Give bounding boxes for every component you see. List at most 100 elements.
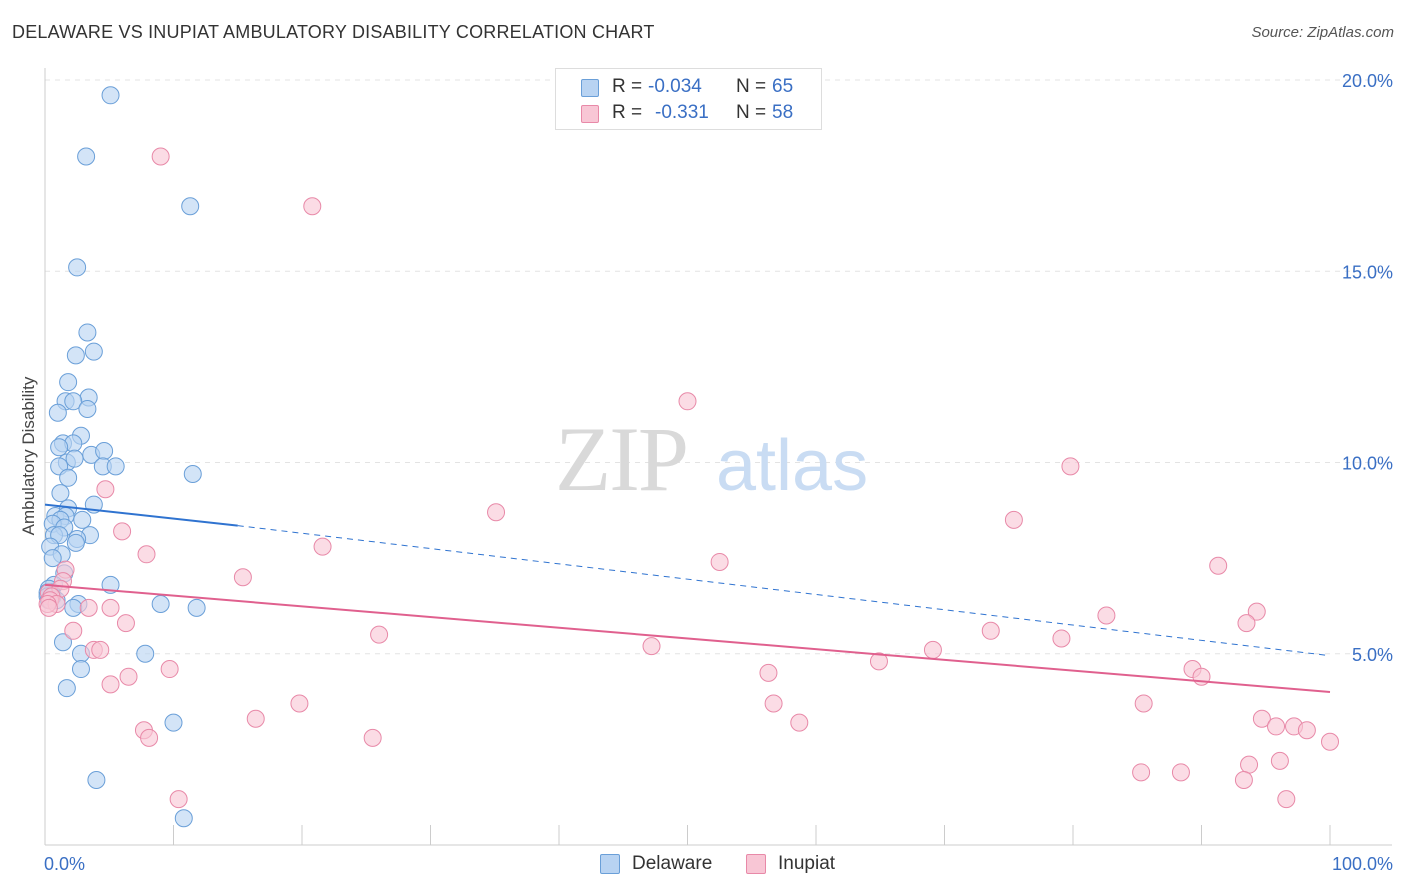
- inupiat-point: [1097, 606, 1116, 625]
- delaware-point: [50, 438, 69, 457]
- chart-title: DELAWARE VS INUPIAT AMBULATORY DISABILIT…: [12, 22, 655, 42]
- inupiat-point: [169, 790, 188, 809]
- inupiat-point: [790, 713, 809, 732]
- legend-r-value: -0.331: [655, 102, 709, 123]
- legend-r-label: R =: [612, 102, 643, 123]
- delaware-point: [77, 147, 96, 166]
- delaware-point: [101, 86, 120, 105]
- inupiat-point: [981, 621, 1000, 640]
- delaware-point: [181, 197, 200, 216]
- inupiat-point: [1321, 732, 1339, 751]
- delaware-point: [64, 392, 83, 411]
- delaware-point: [59, 468, 78, 487]
- inupiat-trendline: [44, 583, 1331, 693]
- inupiat-point: [119, 667, 138, 686]
- inupiat-point: [363, 728, 382, 747]
- inupiat-point: [1132, 763, 1151, 782]
- inupiat-point: [1247, 602, 1266, 621]
- inupiat-point: [113, 522, 132, 541]
- delaware-point: [87, 770, 106, 789]
- delaware-point: [43, 549, 62, 568]
- source-label: Source: ZipAtlas.com: [1251, 24, 1394, 41]
- delaware-point: [174, 809, 193, 828]
- inupiat-point: [1240, 755, 1259, 774]
- inupiat-point: [91, 640, 110, 659]
- delaware-point: [84, 342, 103, 361]
- inupiat-point: [1052, 629, 1071, 648]
- inupiat-point: [869, 652, 888, 671]
- inupiat-point: [678, 392, 697, 411]
- inupiat-point: [160, 660, 179, 679]
- inupiat-point: [1134, 694, 1153, 713]
- inupiat-points: [38, 147, 1339, 809]
- inupiat-point: [370, 625, 389, 644]
- delaware-point: [66, 346, 85, 365]
- y-tick-label: 5.0%: [1352, 645, 1393, 665]
- inupiat-point: [923, 640, 942, 659]
- legend-r-label: R =: [612, 76, 643, 97]
- delaware-trendline-extension: [237, 525, 1331, 657]
- inupiat-swatch: [746, 854, 766, 874]
- gridlines: [45, 79, 1392, 655]
- bottom-legend: Delaware Inupiat: [0, 852, 1406, 878]
- delaware-point: [59, 373, 78, 392]
- y-axis-label: Ambulatory Disability: [19, 376, 38, 535]
- delaware-point: [71, 660, 90, 679]
- delaware-point: [64, 598, 83, 617]
- inupiat-point: [1237, 614, 1256, 633]
- delaware-point: [164, 713, 183, 732]
- y-tick-label: 20.0%: [1342, 71, 1393, 91]
- inupiat-point: [313, 537, 332, 556]
- inupiat-point: [233, 568, 252, 587]
- inupiat-point: [1234, 770, 1253, 789]
- tick-labels: 5.0% 10.0% 15.0% 20.0% 0.0% 100.0%: [44, 71, 1393, 874]
- delaware-point: [51, 484, 70, 503]
- legend-r-value: -0.034: [648, 76, 702, 97]
- inupiat-point: [1267, 717, 1286, 736]
- delaware-point: [66, 533, 85, 552]
- watermark: ZIP atlas: [555, 408, 868, 510]
- inupiat-label: Inupiat: [778, 853, 836, 874]
- inupiat-point: [79, 598, 98, 617]
- watermark-zip: ZIP: [555, 408, 687, 510]
- delaware-point: [73, 510, 92, 529]
- inupiat-point: [137, 545, 156, 564]
- inupiat-point: [759, 663, 778, 682]
- inupiat-point: [140, 728, 159, 747]
- inupiat-point: [96, 480, 115, 499]
- delaware-point: [136, 644, 155, 663]
- x-tick-label: 100.0%: [1332, 854, 1393, 874]
- watermark-atlas: atlas: [716, 426, 868, 506]
- inupiat-point: [642, 637, 661, 656]
- legend-n-label: N =: [736, 76, 767, 97]
- inupiat-point: [1004, 510, 1023, 529]
- delaware-point: [151, 595, 170, 614]
- inupiat-point: [764, 694, 783, 713]
- inupiat-point: [64, 621, 83, 640]
- inupiat-point: [290, 694, 309, 713]
- legend: R = -0.034 N = 65 R = -0.331 N = 58: [555, 68, 822, 130]
- delaware-points: [38, 86, 206, 828]
- inupiat-point: [101, 598, 120, 617]
- delaware-point: [106, 457, 125, 476]
- inupiat-point: [1209, 556, 1228, 575]
- delaware-swatch: [600, 854, 620, 874]
- inupiat-point: [1297, 721, 1316, 740]
- y-tick-label: 15.0%: [1342, 262, 1393, 282]
- x-tick-label: 0.0%: [44, 854, 85, 874]
- inupiat-swatch: [581, 105, 599, 123]
- delaware-trendline: [44, 503, 238, 527]
- trendlines: [44, 503, 1331, 693]
- delaware-label: Delaware: [632, 853, 713, 874]
- legend-row-delaware: R = -0.034 N = 65: [556, 75, 821, 101]
- inupiat-point: [1252, 709, 1271, 728]
- inupiat-point: [710, 552, 729, 571]
- delaware-point: [68, 258, 87, 277]
- legend-n-label: N =: [736, 102, 767, 123]
- legend-n-value: 65: [772, 76, 794, 97]
- inupiat-point: [1270, 751, 1289, 770]
- y-tick-label: 10.0%: [1342, 454, 1393, 474]
- inupiat-point: [1171, 763, 1190, 782]
- inupiat-point: [151, 147, 170, 166]
